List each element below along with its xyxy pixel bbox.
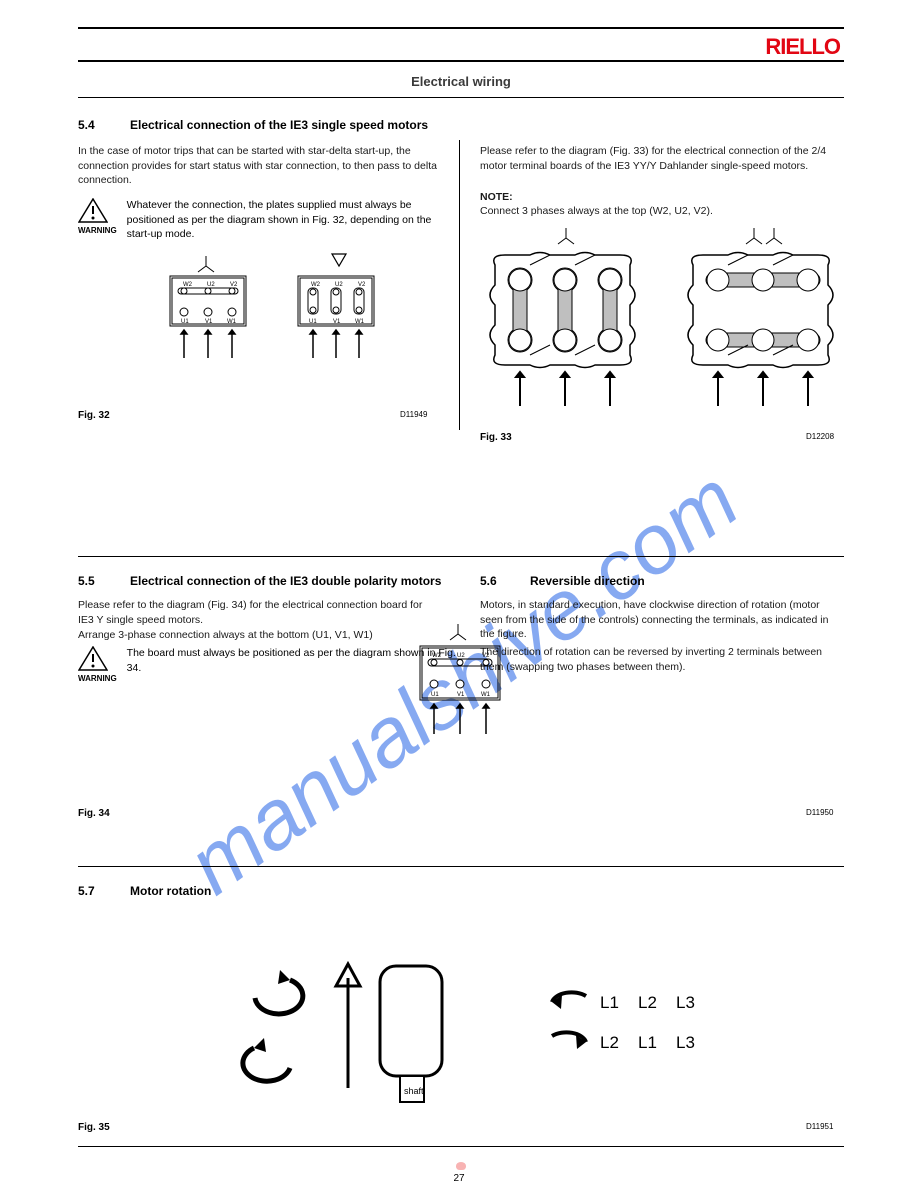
svg-text:W1: W1 bbox=[227, 319, 237, 325]
section-number: 5.6 bbox=[480, 574, 497, 588]
section-number: 5.7 bbox=[78, 884, 95, 898]
warning-label: WARNING bbox=[78, 226, 117, 235]
paragraph: Please refer to the diagram (Fig. 34) fo… bbox=[78, 598, 438, 627]
fig-caption: Fig. 32 bbox=[78, 410, 110, 421]
brand-logo: RIELLO bbox=[765, 34, 840, 60]
svg-text:W2: W2 bbox=[311, 282, 321, 288]
paragraph: Please refer to the diagram (Fig. 33) fo… bbox=[480, 144, 840, 173]
figure-35-diagram: shaft L1 L2 L3 L2 L1 L3 bbox=[240, 960, 720, 1130]
fig-caption: Fig. 33 bbox=[480, 432, 512, 443]
paragraph: Arrange 3-phase connection always at the… bbox=[78, 628, 438, 643]
svg-text:U1: U1 bbox=[181, 319, 189, 325]
section-title: Electrical connection of the IE3 double … bbox=[130, 574, 441, 588]
shaft-label: shaft bbox=[404, 1086, 424, 1096]
fig-code: D11951 bbox=[806, 1122, 833, 1131]
page-number: 27 bbox=[0, 1173, 918, 1184]
phase-label: L1 bbox=[600, 993, 619, 1012]
warning-text: The board must always be positioned as p… bbox=[127, 646, 458, 675]
warning-row: WARNING The board must always be positio… bbox=[78, 646, 458, 683]
section-title: Electrical connection of the IE3 single … bbox=[130, 118, 428, 132]
section-number: 5.4 bbox=[78, 118, 95, 132]
paragraph: The direction of rotation can be reverse… bbox=[480, 645, 840, 674]
section-title: Reversible direction bbox=[530, 574, 645, 588]
section-title: Motor rotation bbox=[130, 884, 211, 898]
svg-text:U2: U2 bbox=[457, 653, 465, 659]
figure-32-diagram: W2 U2 V2 U1 V1 W1 W2 U2 V2 U1 V1 W1 bbox=[160, 250, 420, 420]
warning-row: WARNING Whatever the connection, the pla… bbox=[78, 198, 458, 242]
svg-text:U1: U1 bbox=[309, 319, 317, 325]
svg-text:W2: W2 bbox=[183, 282, 193, 288]
fig-caption: Fig. 35 bbox=[78, 1122, 110, 1133]
section-number: 5.5 bbox=[78, 574, 95, 588]
fig-code: D11950 bbox=[806, 808, 833, 817]
phase-label: L1 bbox=[638, 1033, 657, 1052]
svg-text:W1: W1 bbox=[481, 692, 491, 698]
svg-text:V2: V2 bbox=[482, 653, 490, 659]
svg-text:U1: U1 bbox=[431, 692, 439, 698]
fig-code: D12208 bbox=[806, 432, 834, 441]
svg-text:V2: V2 bbox=[358, 282, 366, 288]
warning-icon bbox=[78, 198, 108, 224]
warning-icon bbox=[78, 646, 108, 672]
svg-text:V1: V1 bbox=[457, 692, 465, 698]
page-bullet-icon bbox=[456, 1162, 466, 1170]
phase-label: L3 bbox=[676, 993, 695, 1012]
warning-label: WARNING bbox=[78, 674, 117, 683]
note-text: Connect 3 phases always at the top (W2, … bbox=[480, 204, 840, 219]
phase-label: L2 bbox=[600, 1033, 619, 1052]
vertical-divider bbox=[459, 140, 460, 430]
paragraph: Motors, in standard execution, have cloc… bbox=[480, 598, 840, 642]
svg-text:V1: V1 bbox=[205, 319, 213, 325]
note-label: NOTE: bbox=[480, 190, 840, 205]
svg-text:V1: V1 bbox=[333, 319, 341, 325]
figure-33-diagram bbox=[478, 220, 848, 430]
svg-text:U2: U2 bbox=[207, 282, 215, 288]
svg-text:U2: U2 bbox=[335, 282, 343, 288]
svg-text:V2: V2 bbox=[230, 282, 238, 288]
svg-text:W2: W2 bbox=[432, 653, 442, 659]
fig-caption: Fig. 34 bbox=[78, 808, 110, 819]
phase-label: L3 bbox=[676, 1033, 695, 1052]
page-header: Electrical wiring bbox=[78, 74, 844, 89]
svg-text:W1: W1 bbox=[355, 319, 365, 325]
warning-text: Whatever the connection, the plates supp… bbox=[127, 198, 458, 242]
phase-label: L2 bbox=[638, 993, 657, 1012]
fig-code: D11949 bbox=[400, 410, 427, 419]
paragraph: In the case of motor trips that can be s… bbox=[78, 144, 438, 188]
figure-34-diagram: W2 U2 V2 U1 V1 W1 bbox=[412, 618, 532, 788]
